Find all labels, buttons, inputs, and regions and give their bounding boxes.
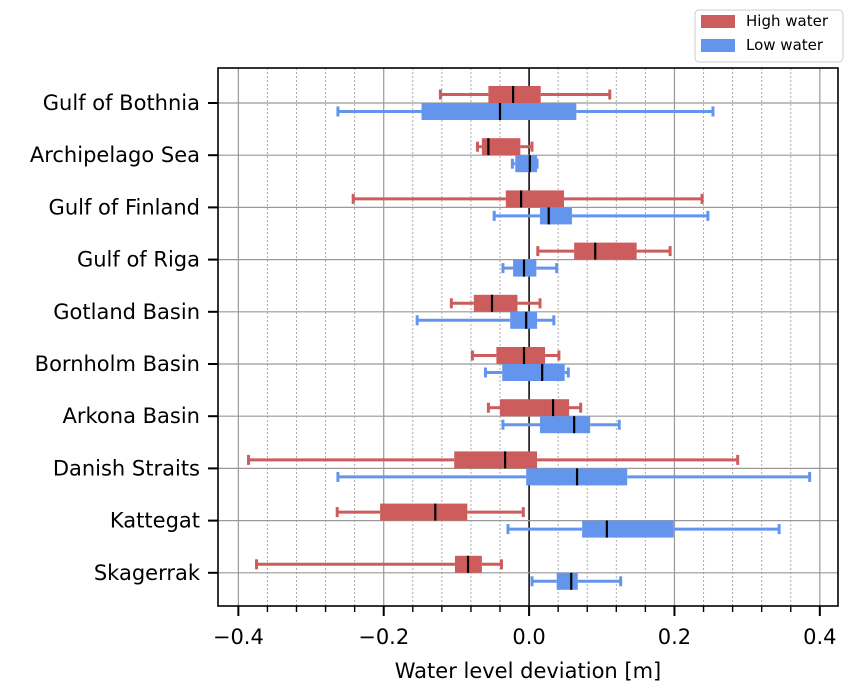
box [510,311,538,329]
legend: High water Low water [694,9,844,63]
box [496,347,546,364]
x-tick-label: −0.4 [213,625,264,649]
legend-label: Low water [746,36,824,54]
x-tick-label: −0.2 [358,625,409,649]
box [505,190,564,208]
x-axis-label: Water level deviation [m] [395,659,662,683]
x-tick-label: 0.2 [658,625,691,649]
box [380,503,468,521]
y-tick-label: Archipelago Sea [30,143,200,167]
box-marks [247,86,812,590]
y-tick-label: Gotland Basin [53,300,200,324]
box [539,416,591,434]
box [515,155,538,173]
box [481,138,521,156]
y-tick-label: Kattegat [110,509,200,533]
axes: −0.4 −0.2 0.0 0.2 0.4 Gulf of Bothnia Archipel… [30,91,837,649]
legend-swatch [701,39,735,52]
y-tick-label: Skagerrak [94,561,201,585]
box [582,520,674,538]
y-tick-label: Danish Straits [53,456,200,480]
box [500,399,570,417]
legend-label: High water [746,12,829,30]
y-tick-label: Gulf of Riga [77,248,200,272]
y-tick-label: Gulf of Finland [49,195,200,219]
y-tick-label: Bornholm Basin [35,352,200,376]
box [454,451,538,469]
x-tick-label: 0.4 [803,625,836,649]
box [473,294,518,312]
box [556,572,578,590]
box [574,242,637,260]
plot-frame [217,67,839,607]
box [502,364,565,381]
legend-swatch [701,15,735,28]
box [488,86,541,103]
x-tick-label: 0.0 [512,625,545,649]
box [539,207,572,225]
grid [218,68,838,606]
y-tick-label: Gulf of Bothnia [43,91,200,115]
y-tick-label: Arkona Basin [63,404,200,428]
